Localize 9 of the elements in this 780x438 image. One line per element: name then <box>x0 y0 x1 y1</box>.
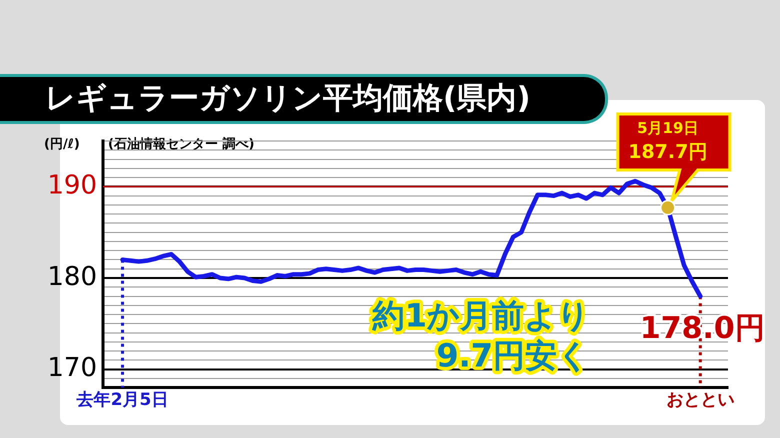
y-axis-title: (円/ℓ) <box>44 136 80 153</box>
y-tick-label: 170 <box>47 353 97 384</box>
annotation: 178.0円 <box>640 311 765 346</box>
x-tick-label: おととい <box>666 390 734 410</box>
y-tick-label: 180 <box>47 262 97 292</box>
annotation: 5月19日 187.7円 <box>628 118 708 163</box>
x-tick-label: 去年2月5日 <box>76 390 168 410</box>
annotation: 約1か月前より 9.7円安く <box>372 296 590 374</box>
y-tick-label: 190 <box>47 170 97 200</box>
